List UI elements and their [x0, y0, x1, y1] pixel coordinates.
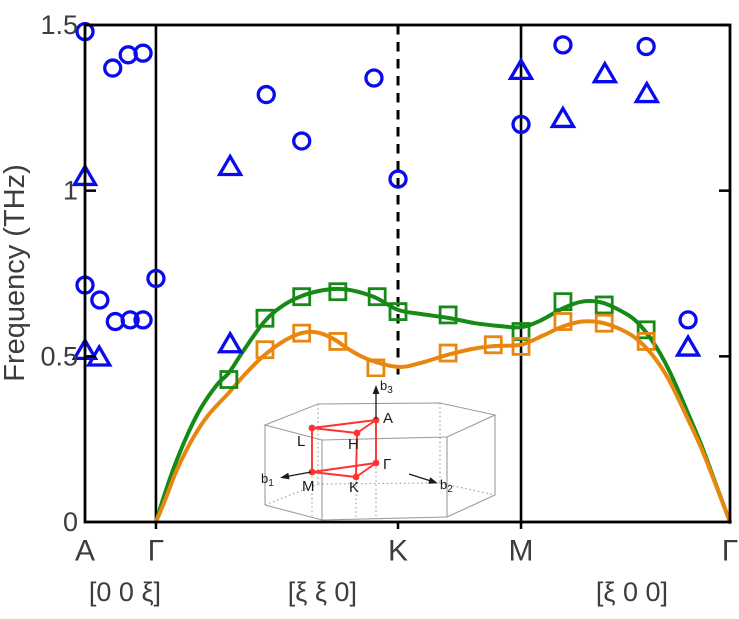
square-marker	[636, 320, 656, 340]
triangle-marker	[216, 330, 244, 354]
direction-segment-label: [ξ 0 0]	[596, 577, 668, 607]
high-symmetry-point-dot	[372, 459, 380, 467]
square-marker	[328, 282, 348, 302]
circle-marker	[133, 43, 153, 63]
circle-marker	[364, 68, 384, 88]
circle-marker	[388, 169, 408, 189]
circle-marker	[120, 310, 140, 330]
square-marker	[255, 340, 275, 360]
high-symmetry-point-dot	[352, 473, 360, 481]
inset-point-label: Γ	[383, 456, 391, 473]
square-marker	[255, 308, 275, 328]
triangle-marker	[216, 153, 244, 177]
square-marker	[511, 336, 531, 356]
square-marker	[366, 358, 386, 378]
square-marker	[594, 313, 614, 333]
circle-marker	[292, 131, 312, 151]
arrowhead-icon	[372, 385, 380, 394]
square-marker	[219, 370, 239, 389]
y-tick-label: 0	[63, 507, 78, 537]
inset-background	[256, 377, 512, 521]
high-symmetry-path-edge	[311, 427, 358, 434]
square-marker	[367, 287, 387, 307]
high-symmetry-path-edge	[311, 462, 377, 473]
circle-marker	[678, 310, 698, 330]
x-tick-label: M	[509, 535, 534, 568]
lower-branch-squares-group	[255, 312, 656, 378]
circle-marker	[90, 290, 110, 310]
square-marker	[388, 302, 408, 322]
square-marker	[636, 332, 656, 351]
arrowhead-icon	[280, 472, 290, 480]
circle-marker	[133, 310, 153, 330]
brillouin-zone-wireframe	[317, 482, 441, 485]
inset-point-label: K	[349, 479, 359, 496]
square-marker	[438, 305, 458, 325]
high-symmetry-path-edge	[311, 471, 357, 478]
circle-marker	[256, 84, 276, 105]
y-tick-label: 0.5	[40, 341, 78, 371]
square-marker	[483, 335, 503, 355]
x-tick-label: Γ	[722, 535, 739, 568]
square-marker	[438, 343, 458, 363]
circle-marker	[146, 268, 166, 289]
brillouin-zone-wireframe	[264, 504, 323, 521]
inset-point-label: L	[297, 433, 305, 450]
plot-border	[83, 23, 732, 524]
high-symmetry-point-dot	[372, 416, 380, 424]
circle-marker	[553, 35, 573, 55]
triangle-marker	[674, 333, 702, 357]
arrowhead-icon	[428, 477, 438, 484]
high-symmetry-path-edge	[355, 432, 358, 478]
square-marker	[594, 295, 614, 315]
brillouin-zone-wireframe	[264, 483, 319, 506]
square-marker	[553, 312, 573, 331]
x-tick-label: Γ	[148, 535, 165, 568]
y-axis-title: Frequency (THz)	[0, 164, 31, 382]
high-symmetry-path-edge	[311, 419, 377, 429]
triangle-marker	[549, 105, 577, 129]
high-symmetry-point-dot	[308, 468, 316, 476]
brillouin-zone-wireframe	[446, 494, 496, 518]
experiment-triangles-group	[71, 57, 702, 367]
inset-point-label: H	[348, 436, 359, 453]
inset-point-label: A	[383, 410, 393, 427]
lower-branch-curve	[153, 319, 732, 524]
high-symmetry-path-edge	[356, 419, 377, 434]
high-symmetry-point-dot	[308, 424, 316, 432]
y-tick-label: 1.5	[40, 10, 78, 40]
direction-segment-label: [0 0 ξ]	[89, 577, 161, 607]
square-marker	[328, 332, 348, 351]
x-tick-label: K	[388, 535, 408, 568]
circle-marker	[103, 58, 123, 78]
brillouin-zone-wireframe	[321, 516, 448, 521]
circle-marker	[636, 36, 656, 57]
y-tick-label: 1	[63, 176, 78, 206]
brillouin-zone-wireframe	[439, 482, 496, 496]
upper-branch-squares-group	[219, 282, 656, 389]
high-symmetry-point-dot	[353, 429, 361, 437]
high-symmetry-path-edge	[355, 462, 377, 478]
triangle-marker	[633, 80, 661, 104]
inset-point-label: M	[302, 478, 315, 495]
square-marker	[292, 287, 312, 307]
direction-segment-label: [ξ ξ 0]	[288, 577, 357, 607]
triangle-marker	[507, 57, 535, 81]
x-tick-label: A	[75, 535, 95, 568]
triangle-marker	[591, 60, 619, 84]
square-marker	[292, 323, 312, 343]
circle-marker	[511, 114, 531, 135]
square-marker	[553, 292, 573, 312]
